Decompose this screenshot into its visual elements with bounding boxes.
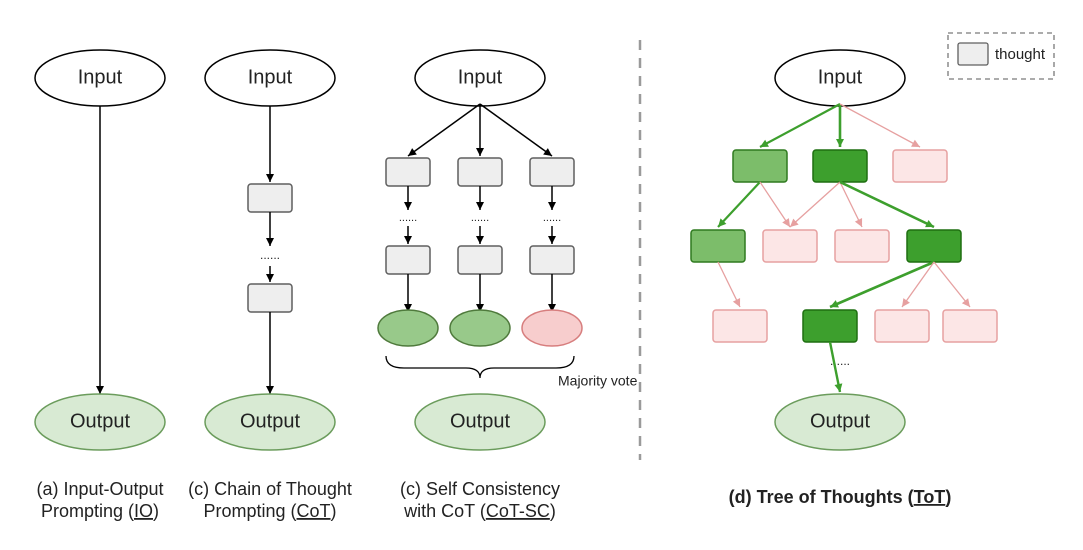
sc-brace — [386, 356, 574, 378]
tot-r1-0 — [733, 150, 787, 182]
sc-r2-0 — [386, 246, 430, 274]
sc-output-label: Output — [450, 410, 510, 432]
sc-da-0-head — [404, 202, 412, 210]
tot-final-head — [835, 383, 843, 392]
sc-fan-0-head — [408, 148, 417, 156]
sc-dots-0: ...... — [399, 212, 417, 224]
tot-input: Input — [775, 50, 905, 106]
io-input-label: Input — [78, 66, 123, 88]
cot-caption-line2: Prompting (CoT) — [203, 501, 336, 521]
tot-a0-2 — [840, 104, 920, 147]
tot-legend: thought — [948, 33, 1054, 79]
cot-output-label: Output — [240, 410, 300, 432]
sc-output: Output — [415, 394, 545, 450]
cot-caption-line1: (c) Chain of Thought — [188, 479, 352, 499]
sc-r2-2 — [530, 246, 574, 274]
panel-cot: Input...... Output (c) Chain of ThoughtPro… — [188, 50, 352, 521]
sc-da-1-head — [476, 202, 484, 210]
io-caption-line2: Prompting (IO) — [41, 501, 159, 521]
cot-input-label: Input — [248, 66, 293, 88]
sc-db-1-head — [476, 236, 484, 244]
legend-box — [958, 43, 988, 65]
sc-caption-line2: with CoT (CoT-SC) — [403, 501, 556, 521]
sc-majority: Majority vote — [558, 373, 638, 389]
tot-f-33 — [934, 262, 970, 307]
io-arrow-head — [96, 386, 104, 394]
io-output-label: Output — [70, 410, 130, 432]
sc-fan-2 — [480, 104, 552, 156]
tot-input-label: Input — [818, 66, 863, 88]
cot-input: Input — [205, 50, 335, 106]
panel-io: Input Output (a) Input-OutputPrompting (IO… — [35, 50, 165, 521]
sc-r1-1 — [458, 158, 502, 186]
tot-r1-1 — [813, 150, 867, 182]
tot-e-11 — [790, 182, 840, 227]
io-caption-line1: (a) Input-Output — [36, 479, 163, 499]
tot-e-01 — [760, 182, 790, 227]
cot-box2 — [248, 284, 292, 312]
tot-r2-0 — [691, 230, 745, 262]
tot-e-00 — [718, 182, 760, 227]
cot-a1-head — [266, 174, 274, 182]
cot-a4-head — [266, 386, 274, 394]
tot-r3-0 — [713, 310, 767, 342]
tot-f-33-head — [962, 298, 970, 307]
tot-a0-1-head — [836, 139, 844, 147]
sc-input: Input — [415, 50, 545, 106]
sc-fan-2-head — [543, 148, 552, 156]
tot-output-label: Output — [810, 410, 870, 432]
sc-fan-0 — [408, 104, 480, 156]
sc-r2-1 — [458, 246, 502, 274]
sc-input-label: Input — [458, 66, 503, 88]
sc-fan-1-head — [476, 148, 484, 156]
panel-tot: thoughtInput......Output(d) Tree of Thou… — [691, 33, 1054, 507]
sc-dots-2: ...... — [543, 212, 561, 224]
tot-a0-0 — [760, 104, 840, 147]
sc-r1-0 — [386, 158, 430, 186]
sc-db-0-head — [404, 236, 412, 244]
tot-r2-2 — [835, 230, 889, 262]
legend-text: thought — [995, 46, 1046, 63]
tot-e-13 — [840, 182, 934, 227]
sc-caption-line1: (c) Self Consistency — [400, 479, 560, 499]
tot-e-01-head — [782, 218, 790, 227]
sc-dots-1: ...... — [471, 212, 489, 224]
tot-r3-1 — [803, 310, 857, 342]
tot-output: Output — [775, 394, 905, 450]
sc-da-2-head — [548, 202, 556, 210]
sc-oval-0 — [378, 310, 438, 346]
sc-oval-2 — [522, 310, 582, 346]
tot-r3-3 — [943, 310, 997, 342]
tot-r3-2 — [875, 310, 929, 342]
tot-r1-2 — [893, 150, 947, 182]
cot-ellipsis: ...... — [260, 248, 280, 262]
cot-output: Output — [205, 394, 335, 450]
sc-oval-1 — [450, 310, 510, 346]
panel-sc: Input.................. Majority vote Outp… — [378, 50, 638, 521]
cot-a2-head — [266, 238, 274, 246]
tot-r2-3 — [907, 230, 961, 262]
cot-a3-head — [266, 274, 274, 282]
sc-r1-2 — [530, 158, 574, 186]
tot-f-32-head — [902, 298, 910, 307]
tot-r2-1 — [763, 230, 817, 262]
io-output: Output — [35, 394, 165, 450]
sc-db-2-head — [548, 236, 556, 244]
tot-caption: (d) Tree of Thoughts (ToT) — [729, 487, 952, 507]
cot-box1 — [248, 184, 292, 212]
io-input: Input — [35, 50, 165, 106]
